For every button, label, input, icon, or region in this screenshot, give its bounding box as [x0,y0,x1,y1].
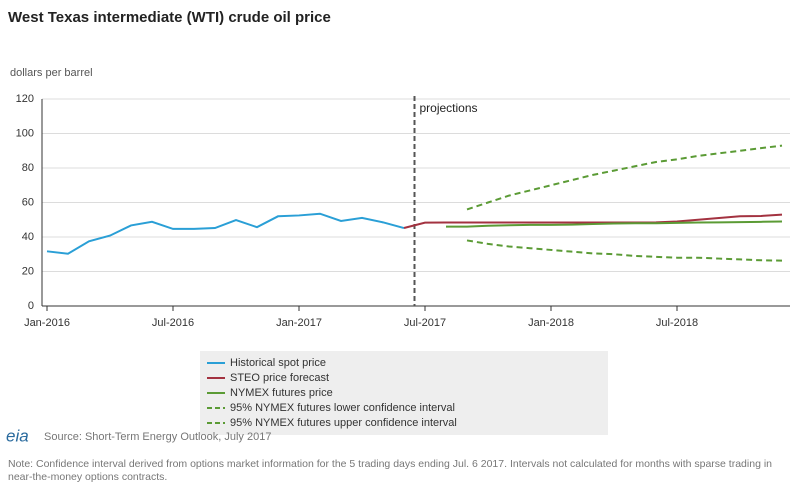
chart-title: West Texas intermediate (WTI) crude oil … [8,9,331,26]
x-tick-label: Jan-2016 [24,317,70,329]
y-tick-label: 100 [16,127,34,139]
note: Note: Confidence interval derived from o… [8,458,772,483]
logo: eia [6,426,29,445]
legend-box [200,351,608,435]
y-tick-label: 20 [22,265,34,277]
legend-label: Historical spot price [230,357,326,369]
source: Source: Short-Term Energy Outlook, July … [44,431,271,443]
series-line [466,239,783,262]
x-tick-label: Jul-2017 [404,317,446,329]
series-line [466,144,783,211]
y-tick-label: 80 [22,162,34,174]
x-tick-label: Jan-2017 [276,317,322,329]
legend-label: 95% NYMEX futures lower confidence inter… [230,402,455,414]
y-tick-label: 120 [16,93,34,105]
legend-label: NYMEX futures price [230,387,333,399]
y-tick-label: 40 [22,231,34,243]
series-line [403,213,783,229]
y-tick-label: 60 [22,196,34,208]
y-axis-label: dollars per barrel [10,67,93,79]
legend-label: 95% NYMEX futures upper confidence inter… [230,417,457,429]
x-tick-label: Jul-2016 [152,317,194,329]
series-line [46,212,405,255]
x-tick-label: Jan-2018 [528,317,574,329]
series-line [446,220,783,228]
x-tick-label: Jul-2018 [656,317,698,329]
legend-label: STEO price forecast [230,372,329,384]
y-tick-label: 0 [28,300,34,312]
annotation: projections [420,101,478,115]
